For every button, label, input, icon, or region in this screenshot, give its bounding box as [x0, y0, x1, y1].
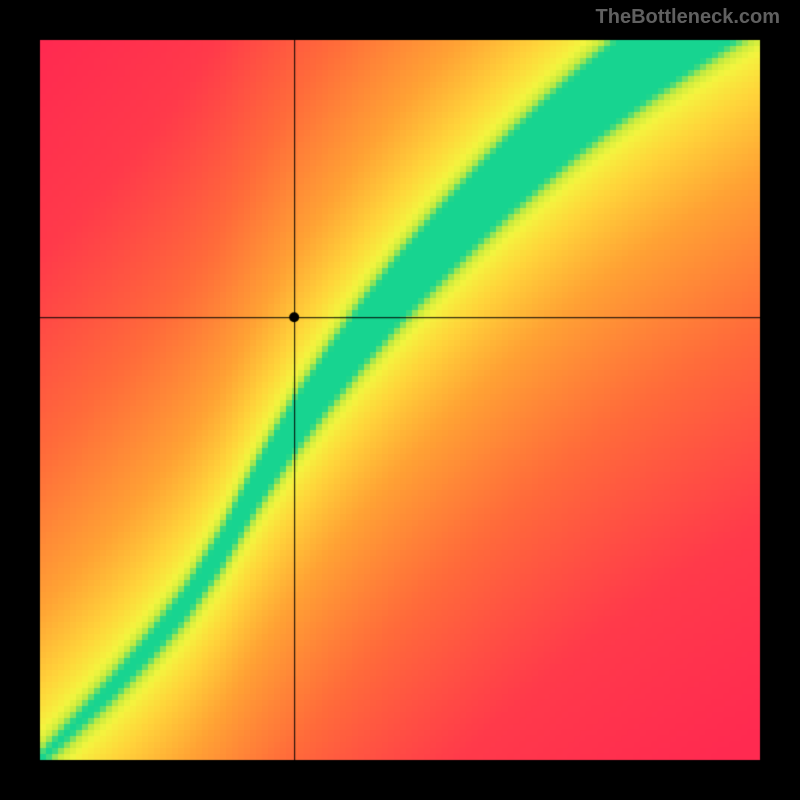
watermark-text: TheBottleneck.com	[596, 6, 780, 29]
bottleneck-heatmap	[0, 0, 800, 800]
chart-container: TheBottleneck.com	[0, 0, 800, 800]
